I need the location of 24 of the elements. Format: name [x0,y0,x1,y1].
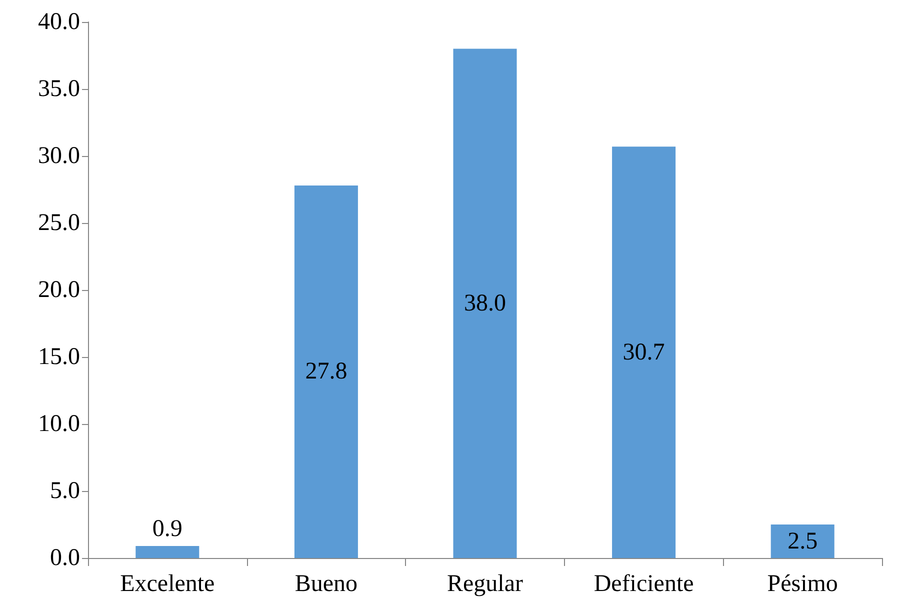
y-tick-label: 5.0 [50,478,80,504]
x-tick-label: Bueno [294,571,358,597]
x-tick-label: Regular [447,571,523,597]
data-label: 38.0 [464,290,506,316]
y-tick-label: 35.0 [38,76,80,102]
bar [612,146,676,558]
data-label: 0.9 [152,516,182,542]
data-label: 2.5 [788,528,818,554]
data-label: 27.8 [305,358,348,385]
bar [294,185,358,558]
y-tick-label: 30.0 [38,143,80,169]
x-tick-label: Deficiente [594,571,694,597]
y-tick-label: 20.0 [38,277,80,303]
data-label: 30.7 [622,339,665,366]
bar [770,524,834,558]
y-tick-label: 0.0 [50,545,80,571]
x-tick-label: Excelente [120,571,215,597]
y-tick-label: 10.0 [38,411,80,437]
x-tick-label: Pésimo [767,571,838,597]
bar [136,546,200,558]
y-tick-label: 15.0 [38,344,80,370]
bar [453,48,517,558]
y-tick-label: 40.0 [38,9,80,35]
y-tick-label: 25.0 [38,210,80,236]
